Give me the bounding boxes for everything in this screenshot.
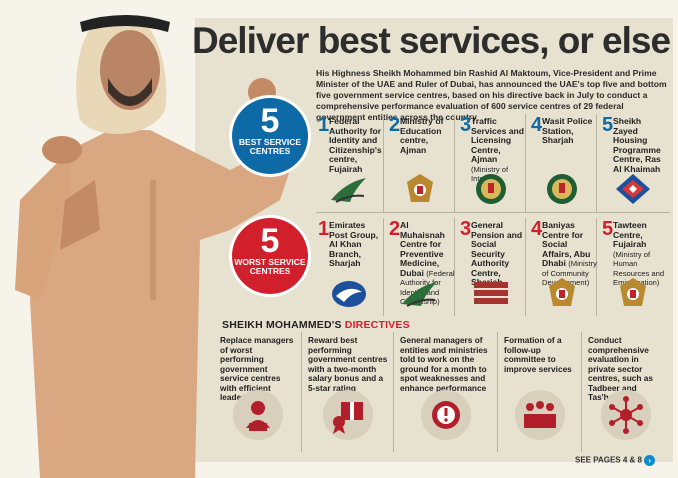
best-badge-label: BEST SERVICE CENTRES — [238, 137, 302, 156]
directive-card: Reward best performing government centre… — [302, 332, 394, 452]
directive-card: Replace managers of worst performing gov… — [214, 332, 302, 452]
worst-badge-number: 5 — [260, 222, 280, 260]
centre-name: Ministry of Education centre, Ajman — [400, 116, 444, 155]
best-centres-badge: 5 BEST SERVICE CENTRES — [232, 98, 308, 174]
directives-heading: SHEIKH MOHAMMED'S DIRECTIVES — [222, 319, 410, 331]
centre-name: Federal Authority for Identity and Citiz… — [329, 116, 382, 174]
directives-row: Replace managers of worst performing gov… — [214, 332, 670, 452]
directive-text: Reward best performing government centre… — [308, 335, 388, 393]
rank-number: 1 — [318, 218, 330, 240]
best-centre-card: 2 Ministry of Education centre, Ajman — [387, 114, 455, 212]
manager-icon — [232, 390, 283, 440]
committee-icon — [514, 390, 565, 440]
directive-card: General managers of entities and ministr… — [394, 332, 498, 452]
worst-centre-card: 5 Tawteen Centre, Fujairah (Ministry of … — [600, 218, 668, 316]
directive-text: Formation of a follow-up committee to im… — [504, 335, 572, 374]
alert-gear-icon — [420, 390, 471, 440]
centre-name: Sheikh Zayed Housing Programme Centre, R… — [613, 116, 661, 174]
directive-card: Formation of a follow-up committee to im… — [498, 332, 582, 452]
rank-number: 3 — [460, 218, 472, 240]
sheikh-photo — [15, 15, 300, 478]
headline: Deliver best services, or else — [192, 20, 671, 61]
rank-number: 2 — [389, 114, 401, 136]
arrow-right-icon: › — [644, 455, 656, 466]
best-badge-number: 5 — [260, 102, 280, 140]
worst-badge-label: WORST SERVICE CENTRES — [234, 257, 306, 276]
worst-centres-row: 1 Emirates Post Group, Al Khan Branch, S… — [316, 218, 670, 316]
best-centres-row: 1 Federal Authority for Identity and Cit… — [316, 114, 670, 212]
rank-number: 5 — [602, 114, 614, 136]
row-divider — [316, 212, 670, 213]
emblem-icon — [620, 278, 646, 306]
centre-name: Emirates Post Group, Al Khan Branch, Sha… — [329, 220, 379, 268]
network-icon — [601, 390, 651, 440]
best-centre-card: 3 Traffic Services and Licensing Centre,… — [458, 114, 526, 212]
gift-award-icon — [322, 390, 373, 440]
rank-number: 3 — [460, 114, 472, 136]
worst-centre-card: 1 Emirates Post Group, Al Khan Branch, S… — [316, 218, 384, 316]
emblem-icon — [407, 174, 433, 202]
worst-centre-card: 3 General Pension and Social Security Au… — [458, 218, 526, 316]
best-centre-card: 4 Wasit Police Station, Sharjah — [529, 114, 597, 212]
directive-text: General managers of entities and ministr… — [400, 335, 488, 393]
worst-centres-badge: 5 WORST SERVICE CENTRES — [232, 218, 308, 294]
rank-number: 5 — [602, 218, 614, 240]
rank-number: 2 — [389, 218, 401, 240]
police-emblem-icon — [476, 174, 506, 204]
worst-centre-card: 4 Baniyas Centre for Social Affairs, Abu… — [529, 218, 597, 316]
best-centre-card: 1 Federal Authority for Identity and Cit… — [316, 114, 384, 212]
pension-logo-icon — [474, 282, 508, 304]
post-logo-icon — [332, 281, 366, 307]
police-emblem-icon — [547, 174, 577, 204]
see-pages-link[interactable]: SEE PAGES 4 & 8 › — [575, 455, 656, 466]
directive-card: Conduct comprehensive evaluation in priv… — [582, 332, 670, 452]
directive-text: Conduct comprehensive evaluation in priv… — [588, 335, 654, 402]
falcon-logo-icon — [402, 282, 437, 307]
emblem-icon — [549, 278, 575, 306]
rank-number: 4 — [531, 218, 543, 240]
falcon-logo-icon — [331, 178, 366, 203]
rank-number: 1 — [318, 114, 330, 136]
rank-number: 4 — [531, 114, 543, 136]
housing-logo-icon — [616, 174, 650, 204]
centre-name: Wasit Police Station, Sharjah — [542, 116, 593, 145]
worst-centre-card: 2 Al Muhaisnah Centre for Preventive Med… — [387, 218, 455, 316]
intro-paragraph: His Highness Sheikh Mohammed bin Rashid … — [316, 68, 667, 122]
directive-text: Replace managers of worst performing gov… — [220, 335, 294, 402]
best-centre-card: 5 Sheikh Zayed Housing Programme Centre,… — [600, 114, 668, 212]
